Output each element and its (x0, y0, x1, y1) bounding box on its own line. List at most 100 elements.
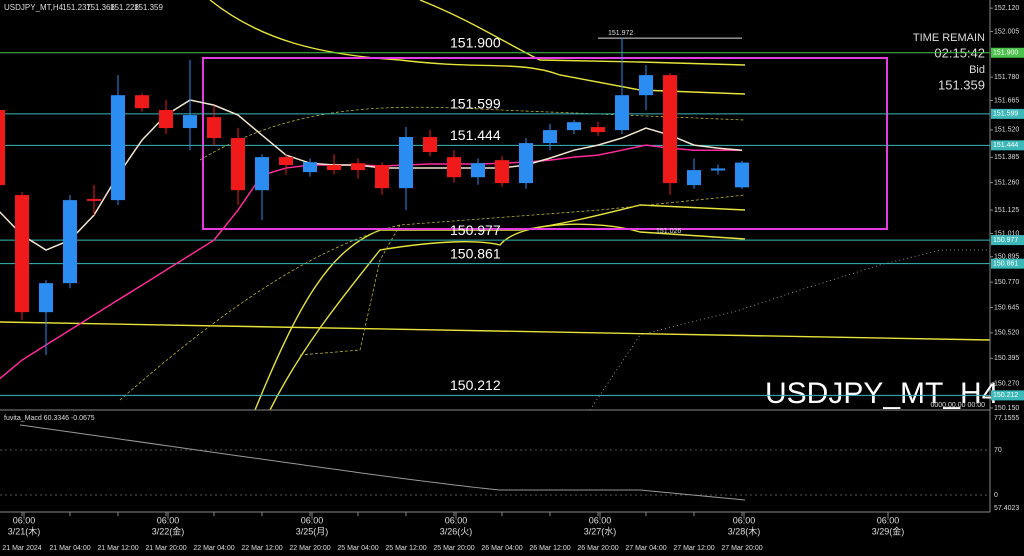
y-tick-label: 150.770 (994, 279, 1019, 286)
candle-body (159, 110, 173, 129)
x-tick-label: 22 Mar 04:00 (193, 545, 234, 552)
y-tick-label: 150.270 (994, 380, 1019, 387)
candle-body (735, 162, 749, 188)
candle-body (327, 165, 341, 171)
cloud (589, 249, 990, 411)
candle-body (639, 75, 653, 96)
header-price: 151.228 (110, 3, 139, 12)
candle-body (447, 157, 461, 178)
x-tick-label: 26 Mar 20:00 (577, 545, 618, 552)
macd-line (19, 424, 746, 501)
level-box-label: 150.977 (993, 237, 1018, 244)
day-date: 3/28(木) (728, 525, 761, 536)
macd-tick-label: 57.4023 (994, 505, 1019, 512)
bid-label: Bid (969, 64, 985, 76)
y-tick-label: 151.780 (994, 74, 1019, 81)
watermark: USDJPY_MT_H4 (765, 377, 998, 410)
x-tick-label: 25 Mar 04:00 (337, 545, 378, 552)
x-tick-label: 27 Mar 20:00 (721, 545, 762, 552)
level-label: 150.212 (450, 377, 501, 393)
timer-title: TIME REMAIN (913, 32, 985, 44)
y-tick-label: 150.150 (994, 405, 1019, 412)
candle-body (255, 157, 269, 191)
x-tick-label: 25 Mar 20:00 (433, 545, 474, 552)
x-tick-label: 26 Mar 04:00 (481, 545, 522, 552)
level-box (991, 258, 1024, 269)
level-label: 151.599 (450, 96, 501, 112)
y-tick-label: 150.645 (994, 304, 1019, 311)
day-time: 06:00 (13, 515, 36, 525)
candle-body (63, 200, 77, 284)
macd-tick-label: 0 (994, 492, 998, 499)
candle-body (399, 137, 413, 189)
x-tick-label: 27 Mar 04:00 (625, 545, 666, 552)
bid-price: 151.359 (938, 77, 985, 92)
x-tick-label: 21 Mar 20:00 (145, 545, 186, 552)
day-time: 06:00 (877, 515, 900, 525)
candle-body (231, 138, 245, 191)
day-time: 06:00 (301, 515, 324, 525)
candle-body (15, 195, 29, 313)
day-date: 3/27(水) (584, 525, 617, 536)
y-tick-label: 150.395 (994, 355, 1019, 362)
candle-body (591, 127, 605, 133)
day-time: 06:00 (445, 515, 468, 525)
header-price: 151.368 (86, 3, 115, 12)
candle-body (687, 170, 701, 186)
candle-body (663, 75, 677, 184)
x-tick-label: 26 Mar 12:00 (529, 545, 570, 552)
day-time: 06:00 (589, 515, 612, 525)
moving-average (0, 144, 742, 380)
annotation: 151.972 (608, 30, 633, 37)
level-box-label: 151.599 (993, 111, 1018, 118)
candle-body (615, 95, 629, 131)
candle-body (183, 115, 197, 129)
candle-body (495, 160, 509, 184)
x-tick-label: 21 Mar 12:00 (97, 545, 138, 552)
candle-body (87, 198, 101, 201)
selection-box (202, 57, 888, 230)
macd-tick-label: 77.1555 (994, 415, 1019, 422)
level-box-label: 151.444 (993, 142, 1018, 149)
level-box-label: 150.861 (993, 261, 1018, 268)
x-tick-label: 22 Mar 12:00 (241, 545, 282, 552)
level-label: 150.861 (450, 245, 501, 261)
day-date: 3/26(火) (440, 526, 473, 536)
y-tick-label: 152.120 (994, 5, 1019, 12)
level-box (991, 390, 1024, 401)
day-date: 3/25(月) (296, 526, 329, 536)
y-tick-label: 150.520 (994, 330, 1019, 337)
symbol: USDJPY_MT,H4 (4, 3, 64, 12)
day-date: 3/22(金) (152, 525, 185, 536)
x-tick-label: 27 Mar 12:00 (673, 545, 714, 552)
x-tick-label: 21 Mar 2024 (2, 545, 41, 552)
candle-body (519, 143, 533, 184)
level-box (991, 235, 1024, 246)
candle-body (375, 165, 389, 189)
empty-time: 0000.00.00 00:00 (931, 402, 986, 409)
macd-title: fuvita_Macd 60.3346 -0.0675 (4, 415, 95, 422)
candle-body (567, 122, 581, 131)
y-tick-label: 151.260 (994, 180, 1019, 187)
annotation: 151.026 (656, 228, 681, 235)
level-box (991, 140, 1024, 151)
candle-body (135, 95, 149, 109)
y-tick-label: 151.665 (994, 97, 1019, 104)
header-price: 151.359 (134, 3, 163, 12)
candle-body (0, 110, 5, 186)
level-label: 151.444 (450, 127, 501, 143)
x-tick-label: 21 Mar 04:00 (49, 545, 90, 552)
day-date: 3/21(木) (8, 525, 41, 536)
day-date: 3/29(金) (872, 525, 905, 536)
y-tick-label: 151.010 (994, 230, 1019, 237)
level-label: 150.977 (450, 222, 501, 238)
candle-body (423, 137, 437, 153)
candle-body (207, 117, 221, 139)
x-tick-label: 22 Mar 20:00 (289, 545, 330, 552)
y-tick-label: 151.520 (994, 127, 1019, 134)
candle-body (351, 163, 365, 171)
y-tick-label: 151.125 (994, 207, 1019, 214)
indicator-bands (0, 0, 991, 411)
